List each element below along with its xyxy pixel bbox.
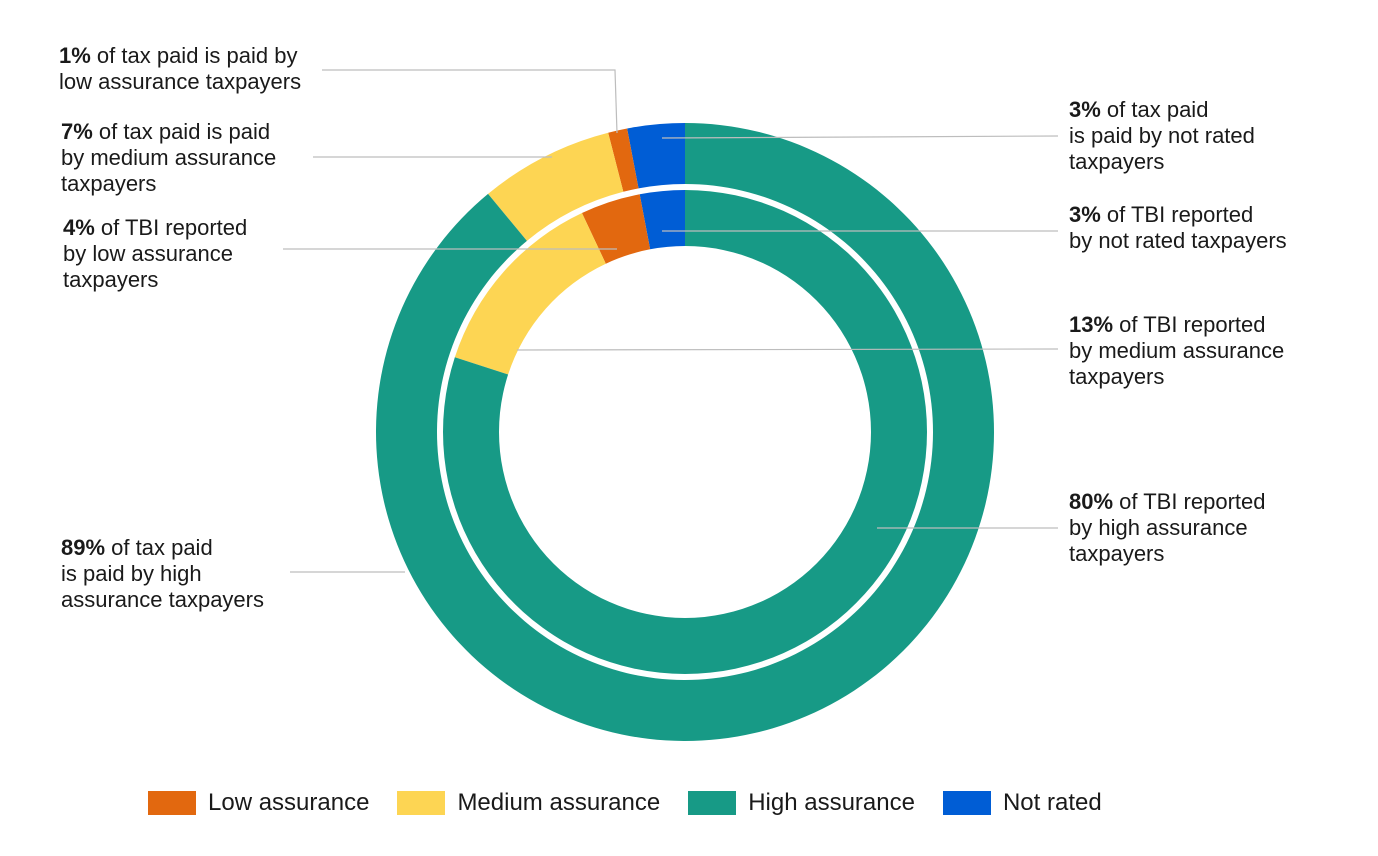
- legend-swatch-high: [688, 791, 737, 815]
- legend-label: High assurance: [748, 789, 915, 816]
- annotation-tax-medium: 7% of tax paid is paid by medium assuran…: [61, 119, 277, 196]
- legend-item-high: High assurance: [688, 789, 915, 817]
- annotation-tax-low: 1% of tax paid is paid by low assurance …: [59, 43, 302, 94]
- outer-ring-slice-low-assurance: [608, 128, 639, 192]
- leader-tax-low: [322, 69, 618, 134]
- leader-tbi-medium: [516, 348, 1059, 351]
- annotation-tbi-low: 4% of TBI reported by low assurance taxp…: [63, 215, 248, 292]
- annotation-tax-notrated: 3% of tax paid is paid by not rated taxp…: [1069, 97, 1255, 174]
- inner-ring-slice-medium-assurance: [454, 213, 606, 375]
- legend-item-low: Low assurance: [148, 789, 369, 817]
- annotation-tbi-notrated: 3% of TBI reported by not rated taxpayer…: [1069, 202, 1287, 253]
- legend-item-medium: Medium assurance: [397, 789, 660, 817]
- leader-tax-notrated: [661, 135, 1059, 139]
- legend-label: Low assurance: [208, 789, 370, 816]
- legend-item-notrated: Not rated: [942, 789, 1102, 817]
- legend-label: Medium assurance: [457, 789, 661, 816]
- leader-lines-overlay: [283, 69, 1059, 573]
- inner-ring-slice-not-rated: [639, 190, 685, 250]
- outer-ring-slice-not-rated: [627, 123, 685, 189]
- legend-swatch-low: [148, 791, 196, 815]
- legend-swatch-notrated: [942, 791, 991, 815]
- donut-rings: [376, 123, 995, 741]
- inner-ring-slice-low-assurance: [581, 194, 651, 264]
- chart-legend: Low assurance Medium assurance High assu…: [148, 789, 1130, 817]
- annotation-tax-high: 89% of tax paid is paid by high assuranc…: [61, 535, 264, 612]
- legend-swatch-medium: [397, 791, 446, 815]
- annotation-tbi-medium: 13% of TBI reported by medium assurance …: [1069, 312, 1285, 389]
- legend-label: Not rated: [1002, 789, 1102, 816]
- annotation-tbi-high: 80% of TBI reported by high assurance ta…: [1069, 489, 1266, 566]
- outer-ring-slice-medium-assurance: [488, 132, 624, 241]
